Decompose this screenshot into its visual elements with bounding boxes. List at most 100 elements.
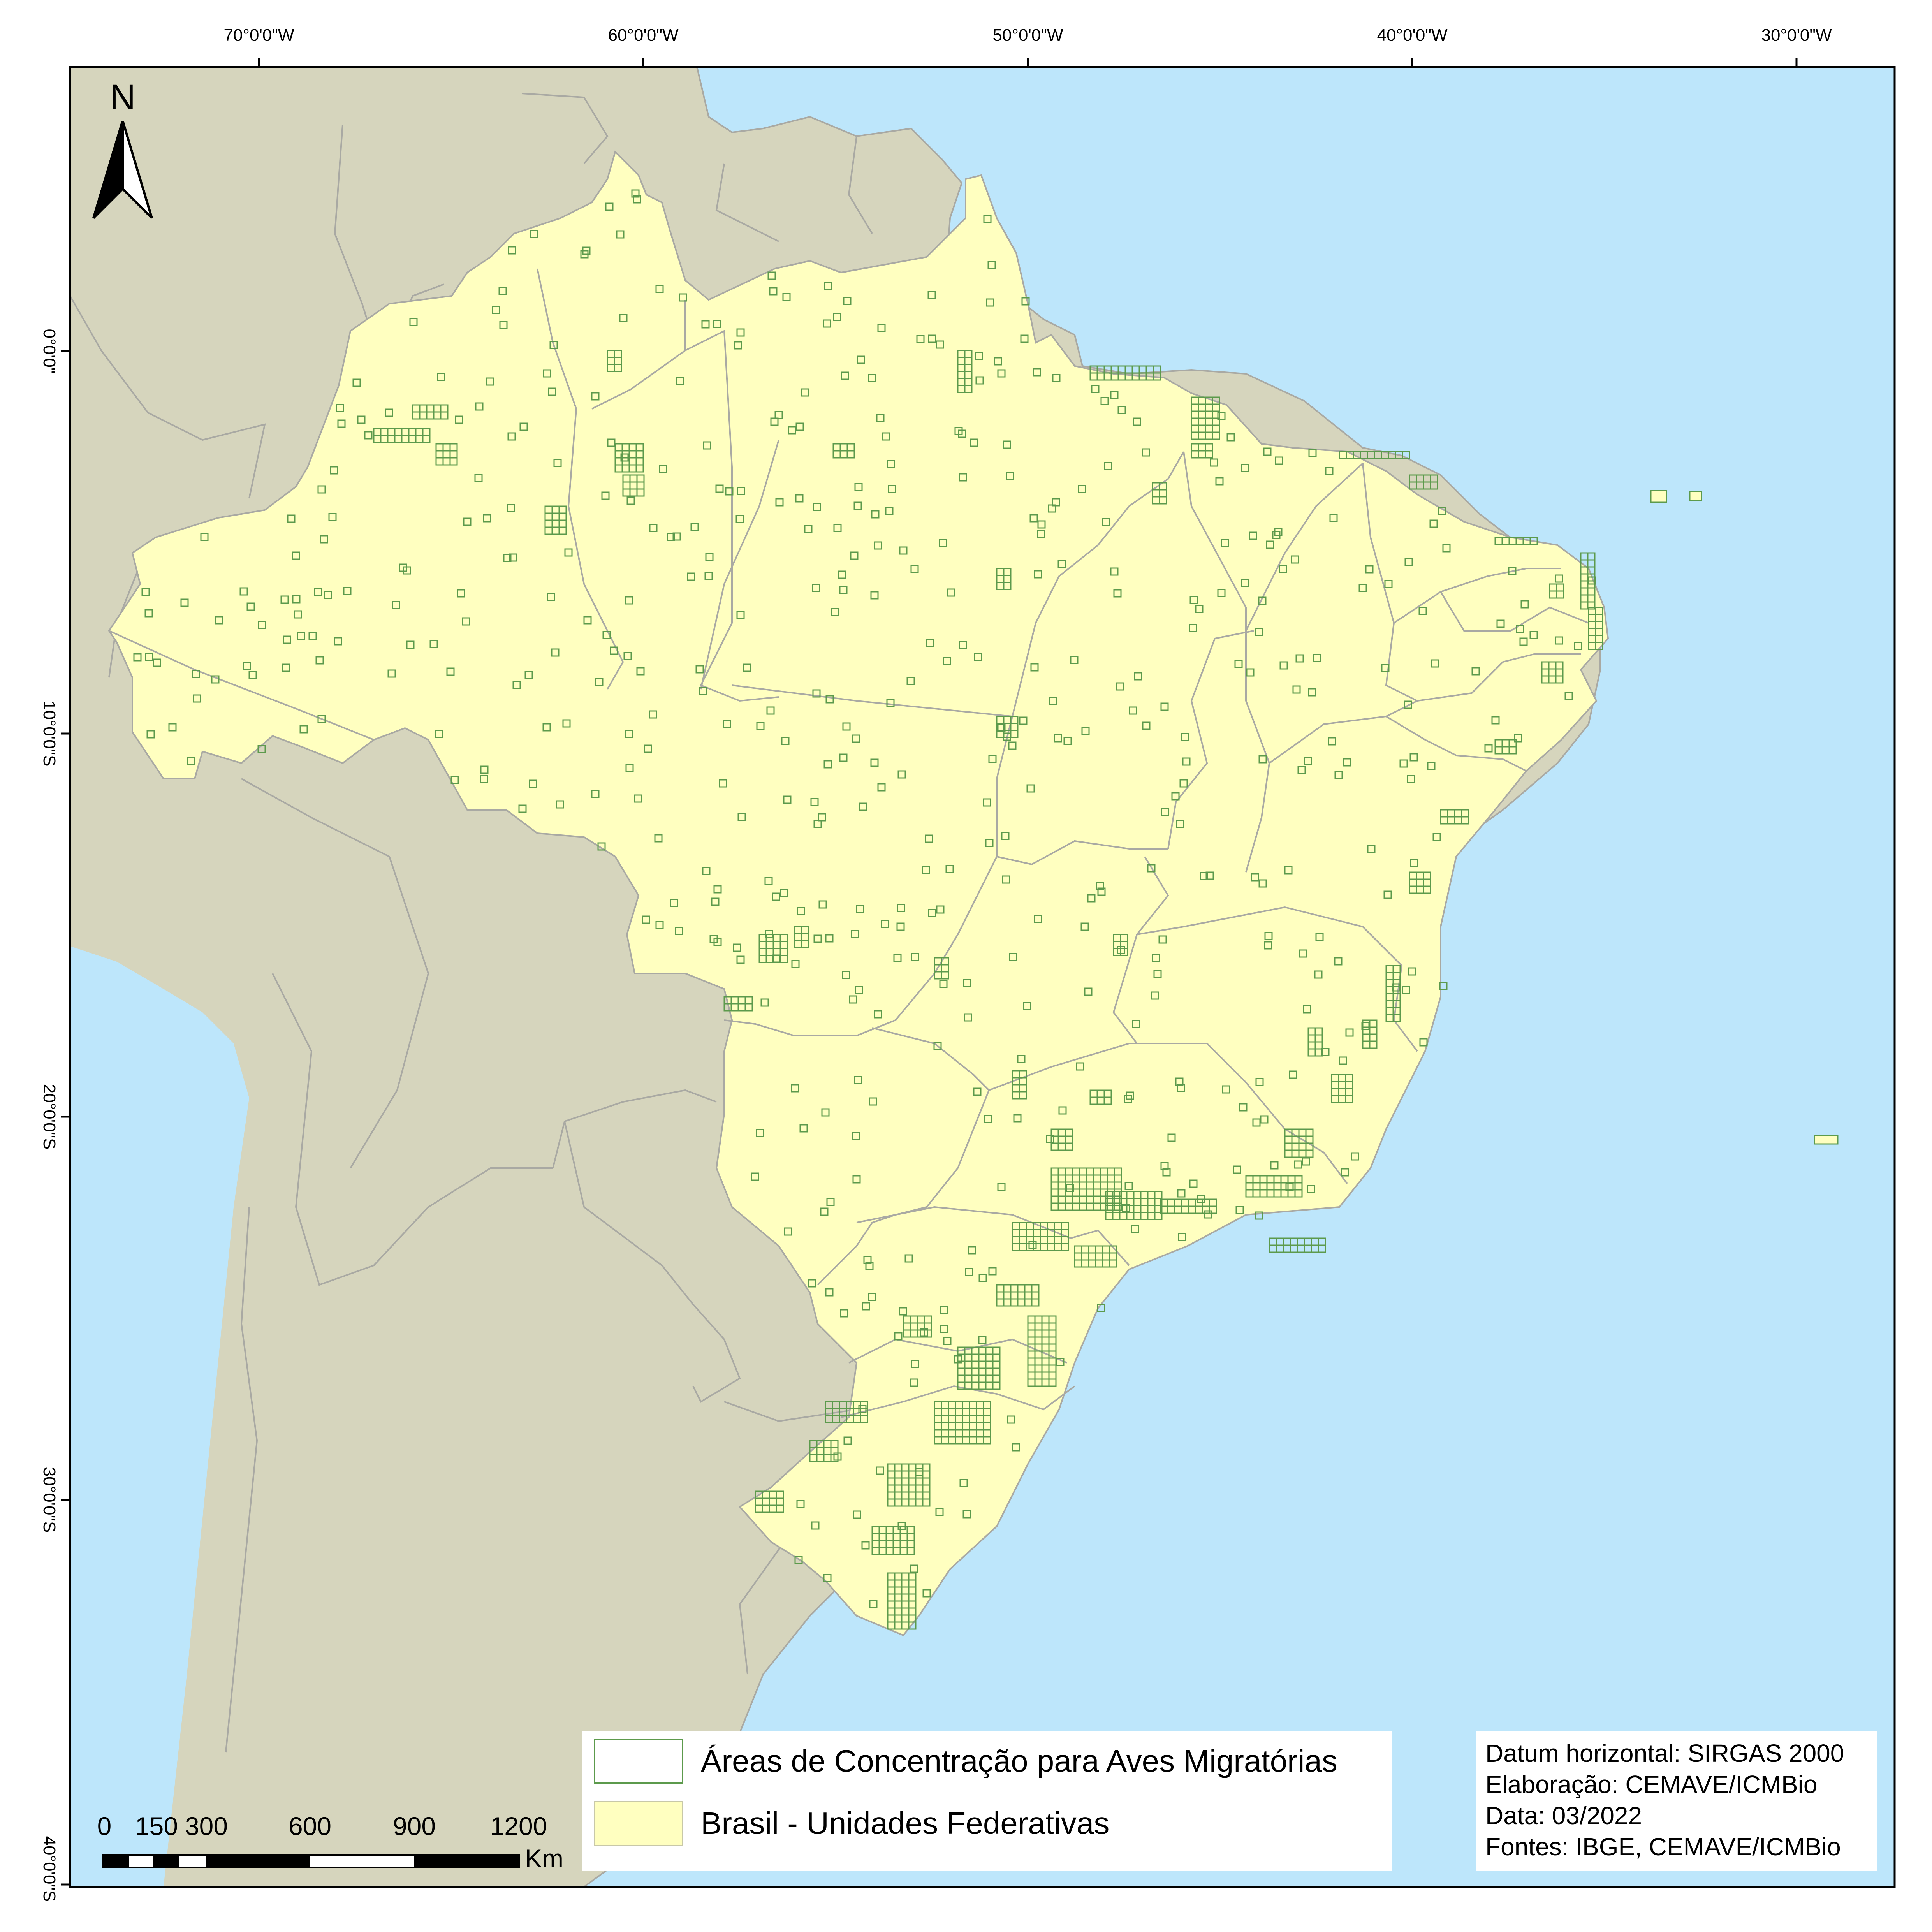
grid-cell <box>838 570 846 579</box>
grid-cell <box>498 287 507 295</box>
grid-cell <box>623 652 632 660</box>
grid-cell <box>435 730 443 738</box>
grid-cell <box>529 779 537 788</box>
grid-cell <box>1006 472 1014 480</box>
grid-cell <box>1104 462 1112 470</box>
lat-label-0: 0°0'0" <box>40 329 59 373</box>
scale-unit: Km <box>525 1844 563 1873</box>
grid-cell <box>1003 582 1012 590</box>
grid-cell <box>1279 661 1288 670</box>
grid-cell <box>987 261 996 269</box>
grid-cell <box>486 377 494 386</box>
grid-cell <box>1221 539 1229 547</box>
grid-cell <box>986 298 994 307</box>
grid-cell <box>968 1246 976 1255</box>
grid-cell <box>735 515 744 523</box>
grid-cell <box>1402 451 1410 459</box>
grid-cell <box>1097 1304 1105 1312</box>
grid-cell <box>591 392 600 401</box>
grid-cell <box>881 920 889 928</box>
grid-cell <box>813 503 821 511</box>
grid-cell <box>715 484 724 493</box>
grid-cell <box>446 667 455 676</box>
grid-cell <box>975 376 984 385</box>
grid-cell <box>1321 1048 1330 1056</box>
grid-cell <box>756 1129 764 1137</box>
grid-cell <box>823 1574 832 1582</box>
grid-cell <box>885 507 894 515</box>
grid-cell <box>842 722 851 731</box>
grid-cell <box>1091 385 1100 393</box>
grid-cell <box>1102 518 1110 526</box>
grid-cell <box>1154 1212 1163 1220</box>
grid-cell <box>852 1175 861 1184</box>
grid-cell <box>703 441 711 450</box>
grid-cell <box>1303 1005 1311 1014</box>
grid-cell <box>1129 706 1137 715</box>
grid-cell <box>558 526 567 535</box>
legend-label-areas: Áreas de Concentração para Aves Migratór… <box>701 1744 1337 1778</box>
grid-cell <box>940 1306 948 1314</box>
grid-cell <box>1058 1106 1067 1115</box>
grid-cell <box>1294 1160 1302 1169</box>
grid-cell <box>774 411 783 419</box>
grid-cell <box>1520 600 1529 609</box>
grid-cell <box>1110 567 1119 576</box>
grid-cell <box>1508 746 1517 755</box>
grid-cell <box>801 388 809 397</box>
grid-cell <box>1019 1091 1027 1100</box>
grid-cell <box>193 694 201 703</box>
grid-cell <box>783 795 792 804</box>
island <box>1689 491 1702 501</box>
grid-cell <box>997 1183 1006 1191</box>
grid-cell <box>1009 953 1017 961</box>
grid-cell <box>975 352 983 360</box>
grid-cell <box>766 706 775 715</box>
grid-cell <box>283 635 291 644</box>
grid-cell <box>1442 544 1451 553</box>
grid-cell <box>756 722 765 730</box>
grid-cell <box>791 960 800 968</box>
grid-cell <box>906 677 915 685</box>
grid-cell <box>894 1332 903 1341</box>
grid-cell <box>1152 954 1160 962</box>
grid-cell <box>910 1564 918 1573</box>
scale-bar-graphic <box>102 1854 520 1868</box>
grid-cell <box>945 865 954 873</box>
grid-cell <box>548 387 556 396</box>
grid-cell <box>248 671 257 679</box>
grid-cell <box>705 553 714 561</box>
grid-cell <box>187 757 195 765</box>
grid-cell <box>797 907 805 915</box>
grid-cell <box>780 889 788 897</box>
grid-cell <box>246 602 255 611</box>
grid-cell <box>886 699 895 707</box>
grid-cell <box>711 897 720 906</box>
grid-cell <box>725 487 734 496</box>
grid-cell <box>180 598 189 607</box>
grid-cell <box>583 616 592 625</box>
grid-cell <box>1291 555 1299 564</box>
grid-cell <box>616 230 625 239</box>
grid-cell <box>868 374 876 382</box>
grid-cell <box>1516 625 1524 633</box>
grid-cell <box>887 460 895 468</box>
grid-cell <box>784 1227 792 1236</box>
grid-cell <box>1065 1142 1073 1151</box>
grid-cell <box>772 892 780 901</box>
grid-cell <box>1588 576 1596 585</box>
grid-cell <box>947 588 955 597</box>
grid-cell <box>1142 721 1151 730</box>
grid-cell <box>1432 833 1441 841</box>
credits: Datum horizontal: SIRGAS 2000 Elaboração… <box>1476 1731 1877 1871</box>
grid-cell <box>336 404 344 412</box>
grid-cell <box>287 514 296 523</box>
grid-cell <box>1197 1195 1205 1203</box>
grid-cell <box>1114 1202 1122 1211</box>
grid-cell <box>799 1124 808 1133</box>
grid-cell <box>636 488 645 497</box>
grid-cell <box>679 293 687 302</box>
island <box>1650 490 1667 503</box>
grid-cell <box>840 1309 848 1318</box>
